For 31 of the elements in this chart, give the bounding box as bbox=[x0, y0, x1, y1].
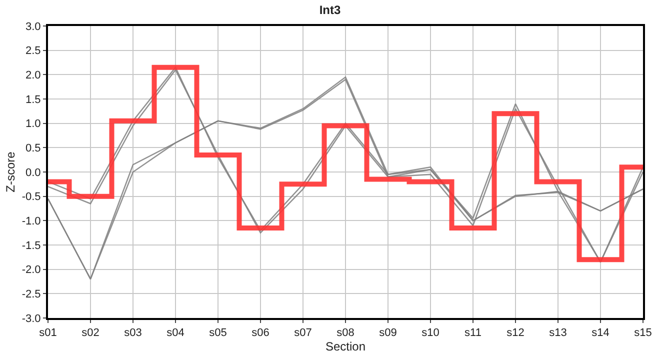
y-tick-label: 3.0 bbox=[26, 20, 41, 33]
x-tick-label: s09 bbox=[379, 327, 397, 340]
y-axis-title: Z-score bbox=[4, 151, 18, 192]
x-tick-label: s02 bbox=[82, 327, 100, 340]
x-tick-label: s04 bbox=[166, 327, 184, 340]
y-tick-label: 1.5 bbox=[26, 94, 41, 106]
y-tick-label: -0.5 bbox=[22, 191, 41, 204]
x-tick-label: s06 bbox=[252, 327, 270, 340]
chart-title: Int3 bbox=[319, 2, 341, 17]
x-tick-label: s05 bbox=[209, 327, 227, 340]
x-tick-label: s13 bbox=[549, 327, 567, 340]
y-tick-label: -1.0 bbox=[22, 216, 41, 228]
y-tick-label: 0.0 bbox=[26, 166, 41, 179]
y-tick-label: -2.5 bbox=[22, 288, 41, 301]
x-tick-label: s03 bbox=[124, 327, 142, 340]
x-tick-label: s11 bbox=[464, 327, 482, 340]
x-tick-label: s08 bbox=[336, 327, 354, 340]
x-tick-label: s07 bbox=[294, 327, 312, 340]
x-tick-label: s01 bbox=[39, 327, 57, 340]
x-tick-label: s14 bbox=[592, 327, 610, 340]
x-tick-label: s12 bbox=[506, 327, 524, 340]
x-axis-title: Section bbox=[325, 340, 366, 354]
y-tick-label: -3.0 bbox=[22, 312, 41, 325]
y-tick-label: 2.0 bbox=[26, 70, 41, 82]
x-tick-label: s15 bbox=[634, 327, 652, 340]
x-tick-label: s10 bbox=[422, 327, 440, 340]
y-tick-label: -1.5 bbox=[22, 240, 41, 252]
y-tick-label: -2.0 bbox=[22, 264, 41, 276]
y-tick-label: 2.5 bbox=[26, 45, 41, 58]
y-tick-label: 0.5 bbox=[26, 142, 41, 155]
y-tick-label: 1.0 bbox=[26, 118, 41, 130]
